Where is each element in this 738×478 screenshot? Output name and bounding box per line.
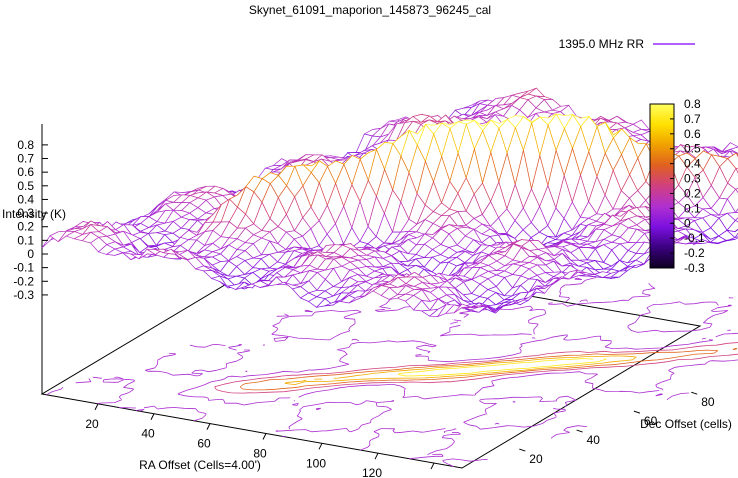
colorbar [649,103,675,269]
colorbar-tick-label: 0.2 [684,186,701,200]
z-tick-label: 0.4 [17,192,34,206]
x-tick-mark [374,452,379,460]
mesh-cell [734,208,738,213]
contour-level [397,358,607,377]
mesh-cell [453,303,471,314]
z-tick-label: 0 [27,247,34,261]
colorbar-tick-label: 0.4 [684,157,701,171]
colorbar-tick-label: -0.3 [684,261,705,275]
x-tick-mark [318,443,323,450]
z-tick-label: 0.3 [17,206,34,220]
z-tick-label: 0.2 [17,220,34,234]
y-axis-label: Dec Offset (cells) [640,417,732,431]
mesh-cell [734,232,738,239]
x-tick-label: 120 [362,466,382,478]
y-tick-mark [633,410,641,414]
z-axis-label: Intensity (K) [2,207,66,221]
y-tick-label: 40 [587,433,601,447]
y-tick-mark [519,448,526,452]
chart-title: Skynet_61091_maporion_145873_96245_cal [249,3,491,17]
x-tick-label: 20 [85,417,99,431]
colorbar-tick-label: -0.2 [684,246,705,260]
x-tick-label: 80 [253,446,267,460]
y-axis-ticks: 20406080100120140 [519,391,715,466]
y-tick-label: 80 [701,395,715,409]
z-tick-label: 0.8 [17,138,34,152]
colorbar-tick-label: 0.7 [684,112,701,126]
colorbar-ticks: 0.80.70.60.50.40.30.20.10-0.1-0.2-0.3 [670,97,705,275]
z-tick-label: 0.6 [17,165,34,179]
z-tick-label: 0.5 [17,179,34,193]
z-tick-label: -0.1 [13,261,34,275]
z-axis-ticks: 0.80.70.60.50.40.30.20.10-0.1-0.2-0.3 [13,138,48,302]
y-tick-label: 60 [644,414,658,428]
contour-level [284,355,637,385]
z-tick-label: -0.2 [13,274,34,288]
x-axis-label: RA Offset (Cells=4.00') [139,458,261,472]
x-axis-ticks: 20 40 60 80 100 120 140 [85,403,438,478]
mesh-cell [734,217,738,223]
x-tick-label: 40 [141,427,155,441]
contour-level [239,348,738,391]
z-tick-label: 0.7 [17,152,34,166]
x-tick-mark [430,462,435,470]
z-tick-label: 0.1 [17,233,34,247]
x-tick-label: 60 [197,437,211,451]
colorbar-tick-label: -0.1 [684,231,705,245]
colorbar-tick-label: 0 [684,216,691,230]
x-tick-mark [262,433,267,440]
colorbar-tick-label: 0.5 [684,142,701,156]
contour-projection [46,253,738,467]
colorbar-tick-label: 0.6 [684,127,701,141]
y-tick-mark [576,429,583,433]
legend-label: 1395.0 MHz RR [559,37,645,51]
x-tick-mark [206,423,211,430]
colorbar-tick-label: 0.3 [684,172,701,186]
x-tick-label: 100 [306,456,326,470]
x-tick-mark [150,413,155,420]
y-tick-mark [691,391,698,395]
colorbar-tick-label: 0.8 [684,97,701,111]
z-tick-label: -0.3 [13,288,34,302]
x-tick-label: 140 [418,476,438,478]
surface-mesh [41,87,738,318]
colorbar-tick-label: 0.1 [684,201,701,215]
y-tick-label: 20 [529,452,543,466]
x-tick-mark [94,403,99,411]
